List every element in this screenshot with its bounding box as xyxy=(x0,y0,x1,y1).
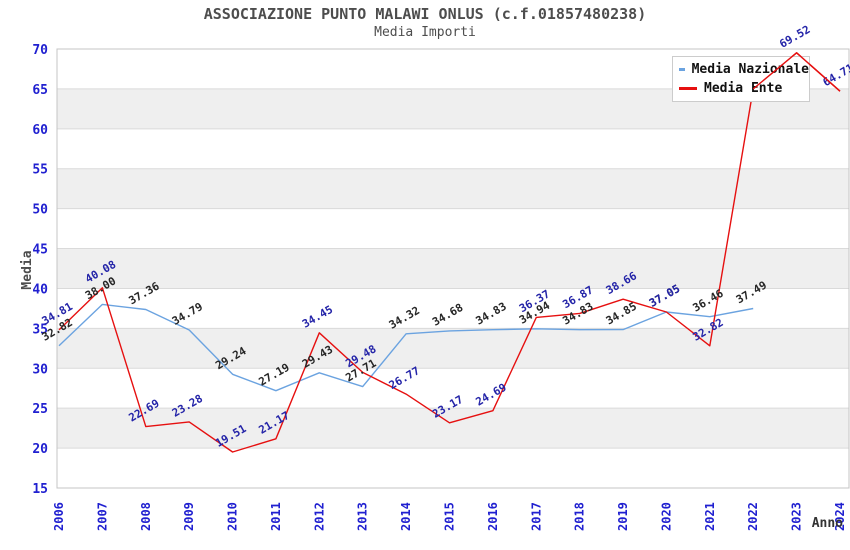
x-tick-label: 2016 xyxy=(486,502,500,531)
y-tick-label: 35 xyxy=(32,322,48,337)
y-tick-label: 30 xyxy=(32,362,48,377)
y-tick-label: 20 xyxy=(32,442,48,457)
y-tick-label: 50 xyxy=(32,203,48,218)
legend-item-media-nazionale: Media Nazionale xyxy=(673,62,809,77)
legend-label-ente: Media Ente xyxy=(704,81,783,97)
x-tick-label: 2014 xyxy=(399,502,413,531)
series-line-media-ente xyxy=(58,52,841,453)
point-label: 24.69 xyxy=(474,381,509,409)
x-tick-label: 2022 xyxy=(746,502,760,531)
chart-title: ASSOCIAZIONE PUNTO MALAWI ONLUS (c.f.018… xyxy=(203,5,647,23)
x-tick-label: 2013 xyxy=(356,502,370,531)
x-tick-label: 2019 xyxy=(616,502,630,531)
x-tick-label: 2009 xyxy=(182,502,196,531)
x-tick-label: 2010 xyxy=(226,502,240,531)
y-tick-label: 25 xyxy=(32,402,48,417)
y-tick-label: 45 xyxy=(32,243,48,258)
x-tick-label: 2023 xyxy=(790,502,804,531)
point-label: 36.46 xyxy=(690,287,726,315)
x-tick-label: 2021 xyxy=(703,502,717,531)
x-tick-label: 2007 xyxy=(95,502,109,531)
series-line-media-nazionale xyxy=(58,303,754,392)
point-label: 34.32 xyxy=(387,304,422,332)
x-tick-label: 2008 xyxy=(139,502,153,531)
band xyxy=(57,408,849,449)
point-label: 34.83 xyxy=(474,300,509,328)
legend-swatch-nazionale xyxy=(679,67,685,71)
x-tick-label: 2012 xyxy=(312,502,326,531)
band xyxy=(57,168,849,209)
x-tick-label: 2020 xyxy=(659,502,673,531)
point-label: 34.45 xyxy=(300,303,335,331)
y-tick-label: 70 xyxy=(32,43,48,58)
y-tick-label: 65 xyxy=(32,83,48,98)
x-axis-title: Anno xyxy=(812,516,843,531)
x-tick-label: 2017 xyxy=(529,502,543,531)
y-tick-label: 55 xyxy=(32,163,48,178)
y-tick-label: 60 xyxy=(32,123,48,138)
y-axis-title: Media xyxy=(20,250,35,289)
y-tick-label: 15 xyxy=(32,482,48,497)
chart-subtitle: Media Importi xyxy=(374,25,476,40)
x-tick-label: 2018 xyxy=(573,502,587,531)
x-tick-label: 2015 xyxy=(443,502,457,531)
point-label: 34.68 xyxy=(430,301,465,329)
point-label: 64.71 xyxy=(821,61,850,89)
legend-item-media-ente: Media Ente xyxy=(673,81,809,96)
legend-swatch-ente xyxy=(679,87,697,91)
point-label: 34.79 xyxy=(170,300,205,328)
band xyxy=(57,328,849,369)
x-tick-label: 2011 xyxy=(269,502,283,531)
band xyxy=(57,248,849,289)
point-label: 69.52 xyxy=(777,23,812,51)
x-tick-label: 2006 xyxy=(52,502,66,531)
x-tick-label: 2024 xyxy=(833,502,847,531)
legend: Media Nazionale Media Ente xyxy=(672,56,810,102)
plot-border xyxy=(56,48,850,489)
y-tick-label: 40 xyxy=(32,282,48,297)
legend-label-nazionale: Media Nazionale xyxy=(691,61,809,77)
